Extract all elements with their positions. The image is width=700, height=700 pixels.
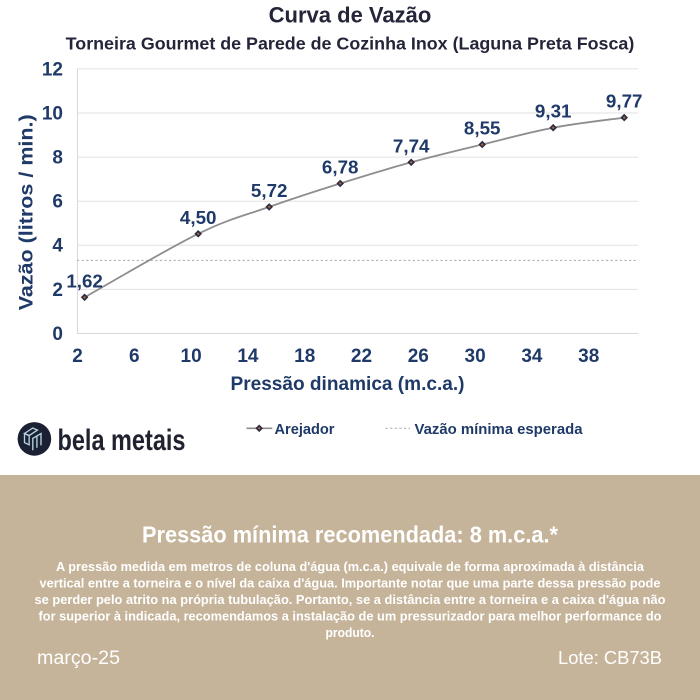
svg-text:7,74: 7,74 — [393, 135, 430, 156]
svg-text:4: 4 — [52, 236, 63, 257]
svg-text:38: 38 — [578, 346, 599, 367]
svg-text:8,55: 8,55 — [464, 118, 501, 139]
svg-text:se perder pelo atrito na própr: se perder pelo atrito na própria tubulaç… — [35, 592, 666, 607]
svg-text:Pressão dinamica (m.c.a.): Pressão dinamica (m.c.a.) — [231, 374, 465, 395]
svg-text:5,72: 5,72 — [251, 180, 288, 201]
svg-text:vertical entre a torneira e o: vertical entre a torneira e o nível da c… — [40, 575, 661, 590]
svg-text:26: 26 — [408, 346, 429, 367]
svg-text:Vazão mínima esperada: Vazão mínima esperada — [415, 422, 584, 438]
svg-text:9,31: 9,31 — [535, 101, 572, 122]
svg-text:março-25: março-25 — [37, 648, 120, 669]
svg-text:A pressão medida em metros de: A pressão medida em metros de coluna d'á… — [56, 559, 645, 574]
svg-text:0: 0 — [52, 324, 63, 345]
svg-text:Curva de Vazão: Curva de Vazão — [269, 2, 432, 27]
svg-text:14: 14 — [237, 346, 259, 367]
svg-text:4,50: 4,50 — [180, 207, 217, 228]
svg-text:6: 6 — [52, 192, 63, 213]
svg-text:2: 2 — [72, 346, 83, 367]
svg-text:Lote: CB73B: Lote: CB73B — [558, 648, 662, 668]
svg-text:Pressão mínima recomendada: 8: Pressão mínima recomendada: 8 m.c.a.* — [142, 521, 558, 547]
svg-text:30: 30 — [465, 346, 486, 367]
svg-text:9,77: 9,77 — [606, 91, 643, 112]
svg-text:6,78: 6,78 — [322, 157, 359, 178]
svg-text:for superior à indicada, recom: for superior à indicada, recomendamos a … — [39, 609, 662, 624]
svg-text:12: 12 — [42, 59, 63, 80]
svg-text:bela metais: bela metais — [58, 424, 186, 457]
svg-text:10: 10 — [42, 103, 63, 124]
svg-text:2: 2 — [52, 280, 63, 301]
svg-text:1,62: 1,62 — [66, 270, 103, 291]
svg-text:8: 8 — [52, 148, 63, 169]
svg-text:Vazão (litros / min.): Vazão (litros / min.) — [17, 114, 38, 310]
svg-text:Arejador: Arejador — [275, 422, 335, 438]
svg-text:produto.: produto. — [326, 625, 375, 640]
svg-text:34: 34 — [521, 346, 543, 367]
svg-text:18: 18 — [294, 346, 315, 367]
svg-text:6: 6 — [129, 346, 140, 367]
svg-text:Torneira Gourmet de Parede de: Torneira Gourmet de Parede de Cozinha In… — [66, 33, 635, 53]
svg-text:22: 22 — [351, 346, 372, 367]
svg-text:10: 10 — [181, 346, 202, 367]
